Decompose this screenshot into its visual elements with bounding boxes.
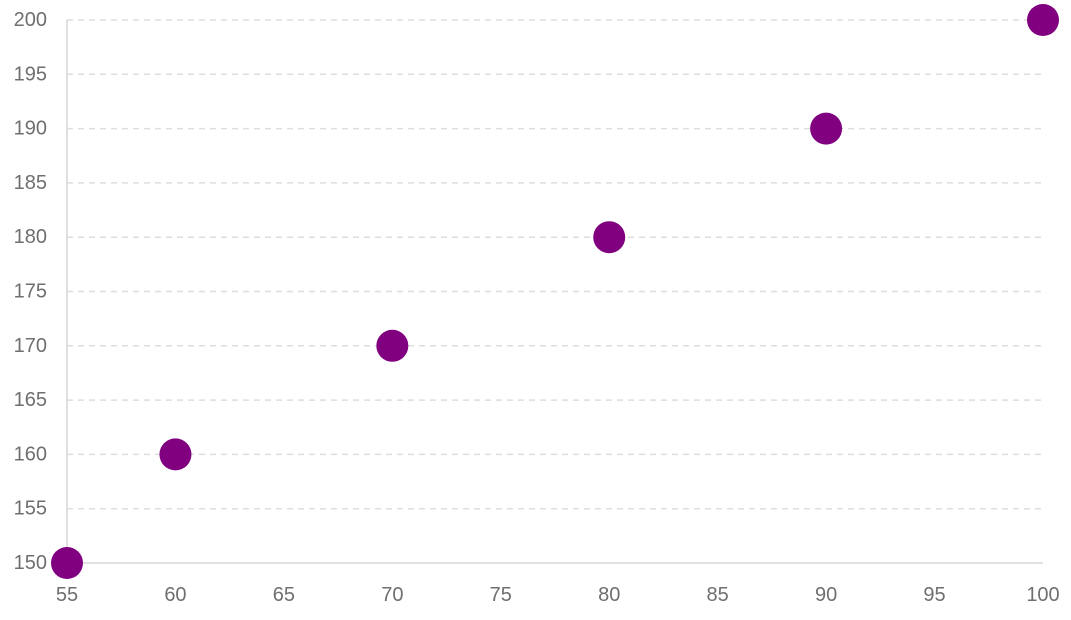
x-tick-label: 65 bbox=[273, 584, 295, 606]
y-tick-labels: 150 155 160 165 170 175 180 185 190 195 200 bbox=[14, 9, 47, 574]
x-tick-label: 80 bbox=[598, 584, 620, 606]
x-tick-label: 85 bbox=[707, 584, 729, 606]
y-tick-label: 195 bbox=[14, 63, 47, 85]
y-tick-label: 190 bbox=[14, 118, 47, 140]
y-tick-label: 170 bbox=[14, 335, 47, 357]
grid-layer bbox=[67, 19, 1043, 510]
y-tick-label: 155 bbox=[14, 498, 47, 520]
x-tick-label: 100 bbox=[1026, 584, 1059, 606]
x-tick-labels: 55 60 65 70 75 80 85 90 95 100 bbox=[56, 584, 1060, 606]
data-point bbox=[51, 547, 83, 579]
data-point bbox=[376, 329, 409, 362]
y-tick-label: 165 bbox=[14, 389, 47, 411]
x-tick-label: 55 bbox=[56, 584, 78, 606]
x-tick-label: 90 bbox=[815, 584, 837, 606]
y-tick-label: 185 bbox=[14, 172, 47, 194]
data-point bbox=[593, 221, 626, 254]
data-point bbox=[1027, 4, 1059, 36]
data-point bbox=[810, 112, 843, 145]
y-tick-label: 180 bbox=[14, 226, 47, 248]
x-tick-label: 60 bbox=[164, 584, 186, 606]
y-tick-label: 200 bbox=[14, 9, 47, 31]
x-tick-label: 95 bbox=[923, 584, 945, 606]
y-tick-label: 160 bbox=[14, 443, 47, 465]
y-tick-label: 150 bbox=[14, 552, 47, 574]
x-tick-label: 75 bbox=[490, 584, 512, 606]
axis-layer bbox=[66, 20, 1043, 564]
y-tick-label: 175 bbox=[14, 281, 47, 303]
x-tick-label: 70 bbox=[381, 584, 403, 606]
data-point bbox=[159, 438, 192, 471]
data-points bbox=[51, 4, 1059, 579]
